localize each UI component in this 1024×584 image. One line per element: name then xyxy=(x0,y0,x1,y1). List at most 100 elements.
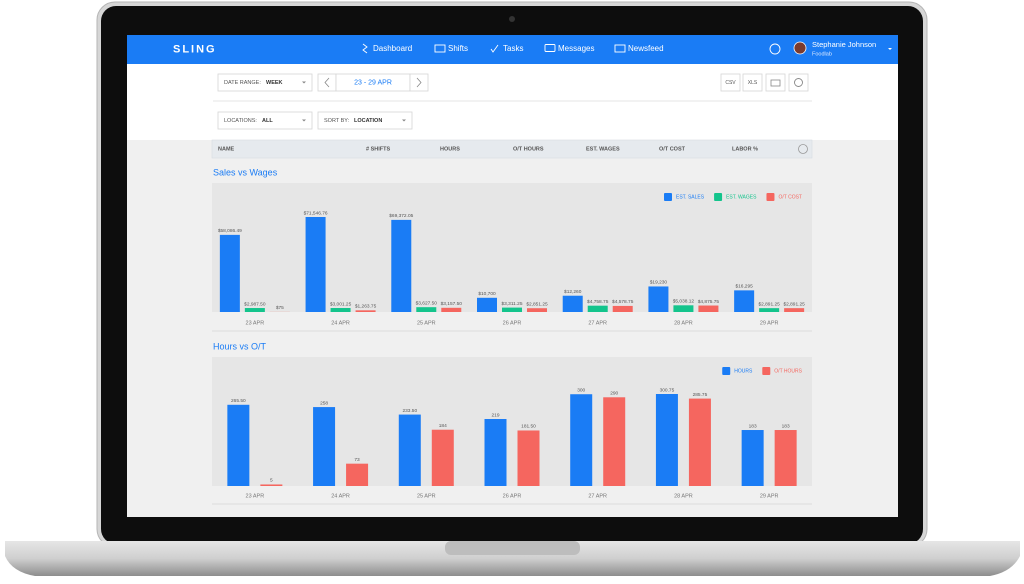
data-label: $2,987.50 xyxy=(244,301,266,307)
messages-icon xyxy=(544,44,556,52)
data-label: $10,700 xyxy=(478,291,496,297)
nav-item[interactable]: Shifts xyxy=(448,44,468,53)
data-label: 5 xyxy=(270,478,273,484)
settings-button[interactable] xyxy=(788,73,809,92)
table-settings-icon[interactable] xyxy=(798,144,808,154)
legend-label[interactable]: HOURS xyxy=(734,368,753,374)
data-label: $3,157.50 xyxy=(441,301,463,307)
export-label: XLS xyxy=(748,80,758,86)
chart-title: Sales vs Wages xyxy=(213,167,278,177)
user-caret[interactable] xyxy=(888,48,892,50)
prev-icon xyxy=(324,77,330,88)
bar xyxy=(260,484,283,486)
legend-swatch[interactable] xyxy=(762,367,771,375)
bar xyxy=(219,234,240,312)
data-label: $5,038.12 xyxy=(673,299,695,305)
bar xyxy=(759,308,780,312)
nav-item[interactable]: Newsfeed xyxy=(628,44,664,53)
x-tick-label: 24 APR xyxy=(331,493,350,499)
legend-swatch[interactable] xyxy=(766,193,775,201)
bar xyxy=(330,308,351,312)
data-label: 181.50 xyxy=(521,424,536,430)
nav-item[interactable]: Tasks xyxy=(503,44,523,53)
date-range-select[interactable] xyxy=(217,73,313,92)
nav-item[interactable]: Dashboard xyxy=(373,44,412,53)
legend-swatch[interactable] xyxy=(722,367,731,375)
bar xyxy=(527,308,547,312)
sort-select[interactable] xyxy=(317,111,413,130)
bar xyxy=(648,286,669,312)
bar xyxy=(313,407,336,486)
data-label: 285.75 xyxy=(693,392,708,398)
table-header xyxy=(211,139,813,159)
legend-label[interactable]: EST. WAGES xyxy=(726,194,757,200)
data-label: $2,891.25 xyxy=(758,301,780,307)
legend-label[interactable]: O/T HOURS xyxy=(774,368,802,374)
print-button[interactable] xyxy=(765,73,786,92)
bar xyxy=(741,430,764,486)
csv-button[interactable] xyxy=(720,73,741,92)
bar xyxy=(698,305,719,312)
next-icon xyxy=(416,77,422,88)
data-label: $3,001.25 xyxy=(330,301,352,307)
table-header-cell: HOURS xyxy=(440,146,460,152)
top-nav xyxy=(127,35,898,64)
shifts-icon xyxy=(434,44,446,53)
data-label: 258 xyxy=(320,400,328,406)
caret xyxy=(402,119,406,122)
plot-area xyxy=(212,357,812,486)
filter-value: LOCATION xyxy=(354,118,382,124)
user-org: Foodlab xyxy=(812,51,832,57)
filter-label: SORT BY: xyxy=(324,118,350,124)
charts: Sales vs Wages 23 APR $58,086.49 $2,987.50 $… xyxy=(212,167,812,505)
next-button[interactable] xyxy=(409,73,429,92)
legend-swatch[interactable] xyxy=(664,193,672,201)
laptop-base xyxy=(5,541,1020,576)
data-label: $12,260 xyxy=(564,289,582,295)
filter-value: ALL xyxy=(262,118,273,124)
data-label: $69,372.05 xyxy=(389,213,413,219)
legend-label[interactable]: EST. SALES xyxy=(676,194,705,200)
data-label: $1,263.75 xyxy=(355,304,377,310)
nav-item[interactable]: Messages xyxy=(558,44,594,53)
bar xyxy=(784,308,805,312)
brand[interactable]: SLING xyxy=(173,43,217,55)
data-label: $4,578.75 xyxy=(612,299,634,305)
user-name[interactable]: Stephanie Johnson xyxy=(812,40,876,49)
export-label: CSV xyxy=(725,80,736,86)
bar xyxy=(441,307,462,312)
data-label: 290 xyxy=(610,391,618,397)
table-header-cell: EST. WAGES xyxy=(586,146,620,152)
data-label: 183 xyxy=(782,423,790,429)
bar xyxy=(346,463,369,486)
prev-button[interactable] xyxy=(317,73,337,92)
x-tick-label: 23 APR xyxy=(246,493,265,499)
info-icon[interactable] xyxy=(769,43,781,55)
newsfeed-icon xyxy=(614,44,626,53)
x-tick-label: 27 APR xyxy=(588,493,607,499)
bar xyxy=(431,429,454,486)
period: 23 - 29 APR xyxy=(354,79,392,86)
legend-label[interactable]: O/T COST xyxy=(778,194,802,200)
filter-value: WEEK xyxy=(266,80,283,86)
data-label: 183 xyxy=(749,423,757,429)
data-label: $4,758.75 xyxy=(587,299,609,305)
x-tick-label: 27 APR xyxy=(588,320,607,326)
xls-button[interactable] xyxy=(742,73,763,92)
bar xyxy=(774,430,797,486)
data-label: $2,851.25 xyxy=(526,301,548,307)
bar xyxy=(562,295,583,312)
avatar[interactable] xyxy=(793,41,807,55)
bar xyxy=(398,414,421,486)
data-label: $19,230 xyxy=(650,280,668,286)
caret xyxy=(302,81,306,84)
caret xyxy=(302,119,306,122)
dashboard-icon xyxy=(362,43,368,54)
chart: Hours vs O/T 23 APR 265.50 5 24 APR 258 73 25 A… xyxy=(212,341,812,505)
locations-select[interactable] xyxy=(217,111,313,130)
base-notch xyxy=(445,541,580,555)
x-tick-label: 24 APR xyxy=(331,320,350,326)
bar xyxy=(570,394,593,486)
legend-swatch[interactable] xyxy=(714,193,723,201)
data-label: 219 xyxy=(491,412,499,418)
